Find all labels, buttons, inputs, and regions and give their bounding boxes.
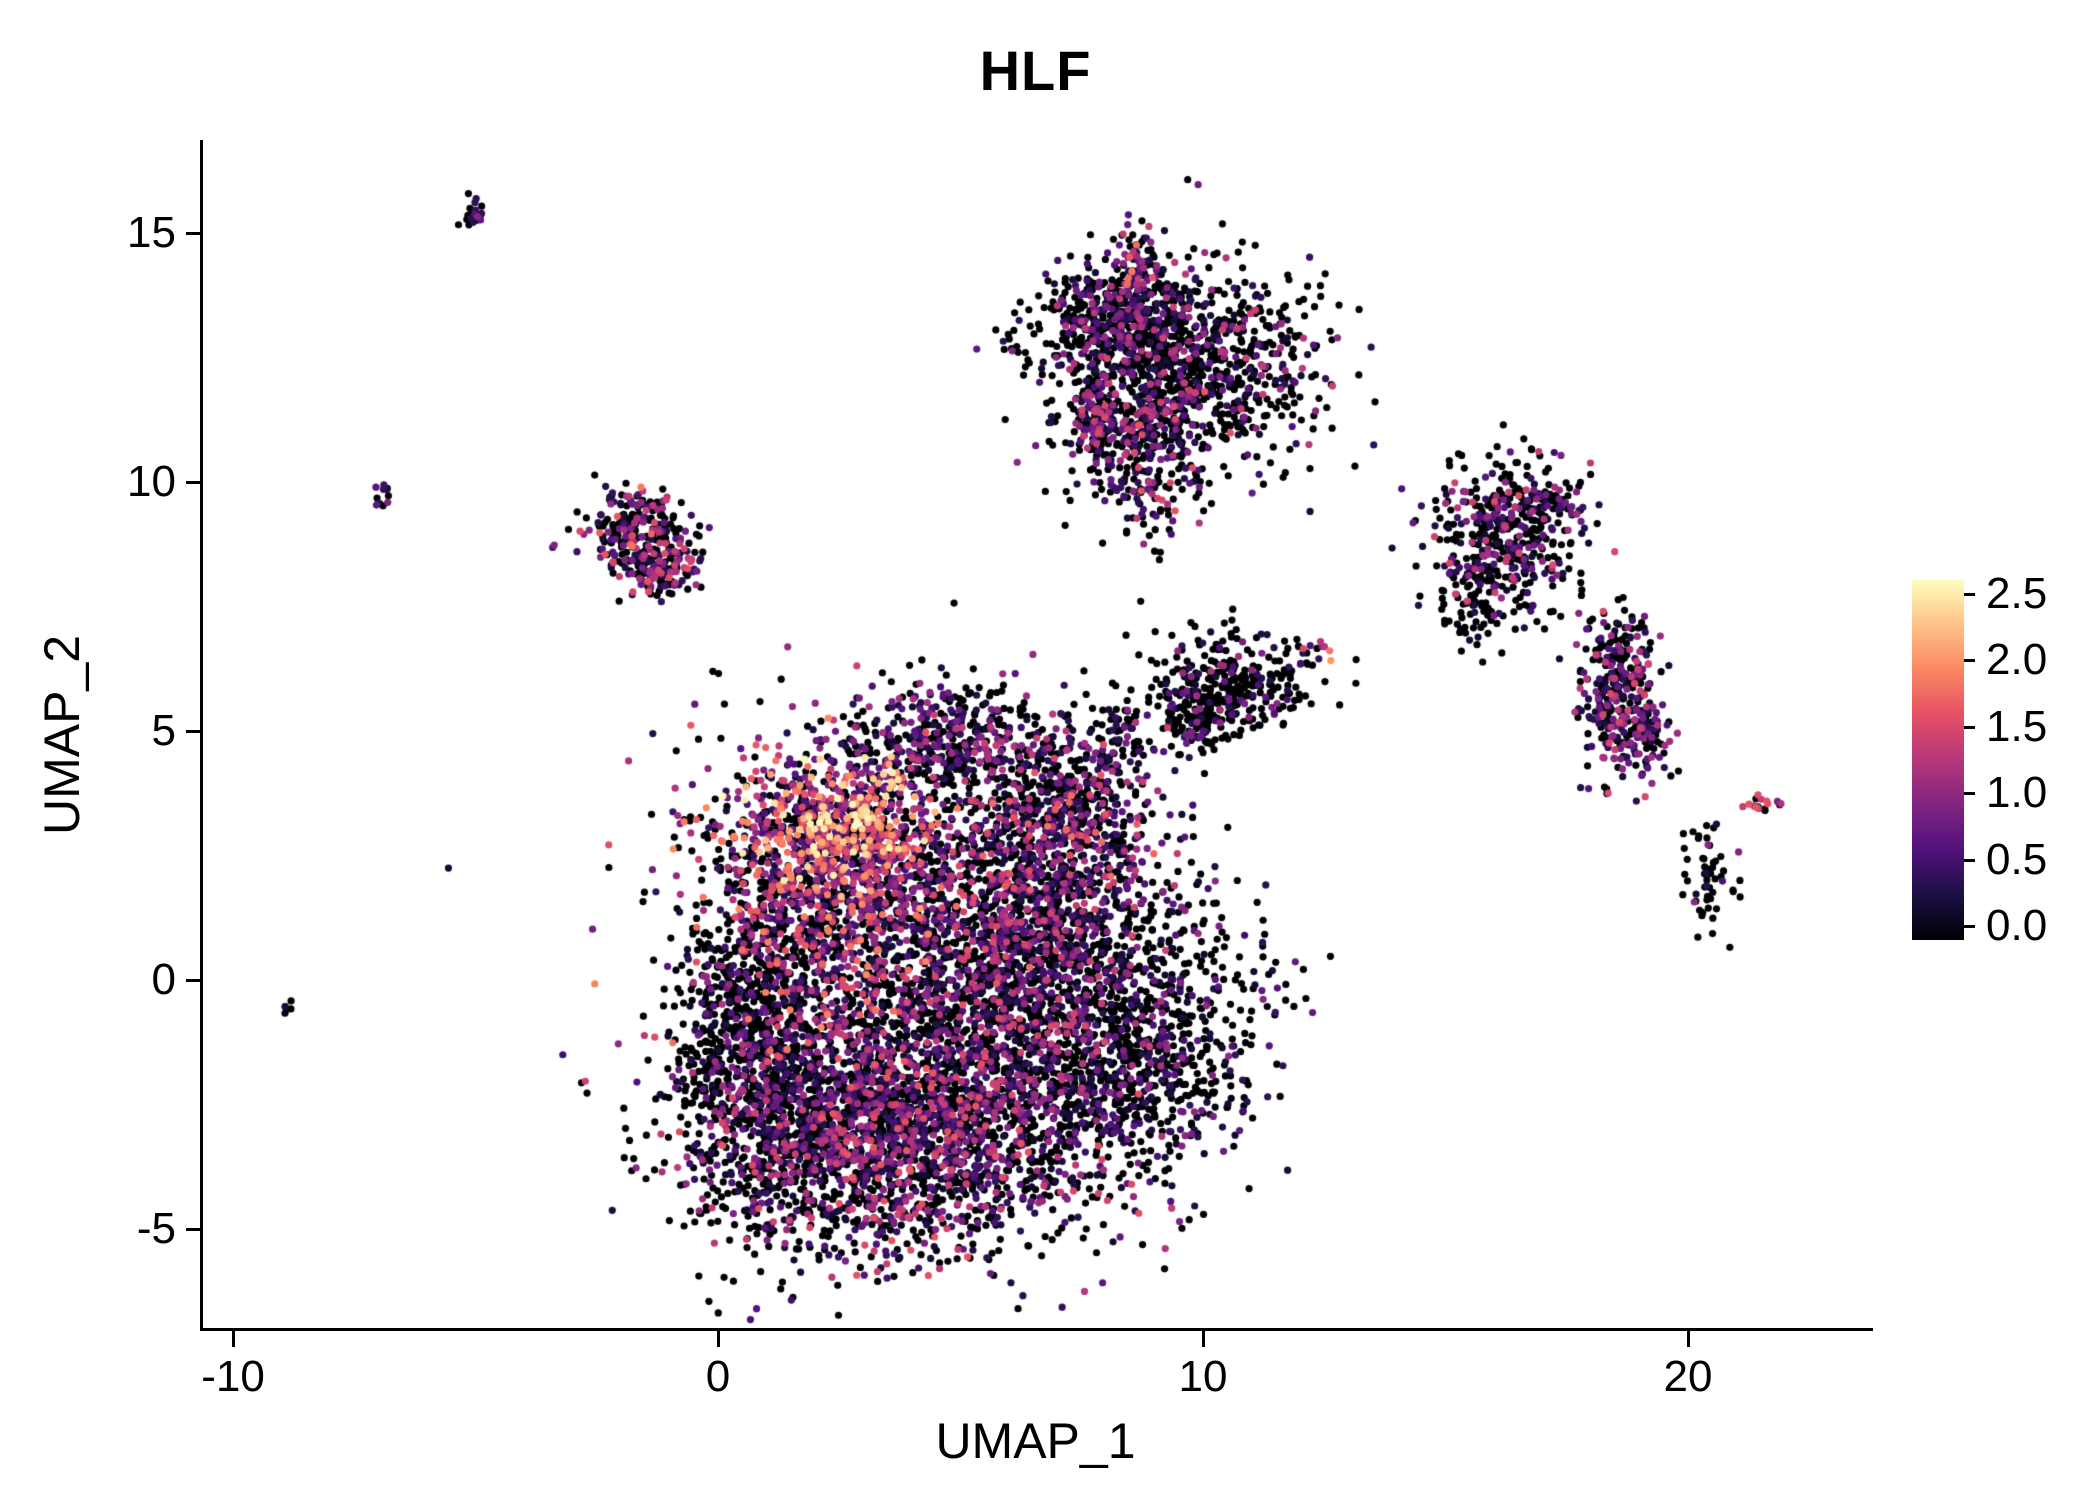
colorbar-label: 0.0 bbox=[1986, 901, 2048, 950]
x-axis-line bbox=[200, 1328, 1873, 1331]
y-tick-label: -5 bbox=[136, 1204, 176, 1253]
colorbar-tick bbox=[1964, 593, 1975, 596]
x-tick-mark bbox=[1687, 1331, 1690, 1347]
colorbar-label: 2.5 bbox=[1986, 569, 2048, 618]
colorbar-tick bbox=[1964, 859, 1975, 862]
x-axis-title: UMAP_1 bbox=[935, 1413, 1136, 1469]
x-tick-mark bbox=[1202, 1331, 1205, 1347]
x-tick-label: 10 bbox=[1178, 1352, 1228, 1401]
y-tick-mark bbox=[186, 730, 202, 733]
y-tick-label: 5 bbox=[151, 706, 176, 755]
colorbar-tick bbox=[1964, 659, 1975, 662]
x-tick-label: -10 bbox=[201, 1352, 265, 1401]
y-tick-mark bbox=[186, 481, 202, 484]
umap-scatter-canvas bbox=[203, 140, 1868, 1328]
y-tick-label: 15 bbox=[127, 208, 176, 257]
y-tick-label: 0 bbox=[151, 955, 176, 1004]
y-tick-label: 10 bbox=[127, 457, 176, 506]
colorbar-label: 1.5 bbox=[1986, 702, 2048, 751]
x-tick-label: 0 bbox=[705, 1352, 731, 1401]
y-tick-mark bbox=[186, 979, 202, 982]
y-tick-mark bbox=[186, 232, 202, 235]
x-tick-mark bbox=[717, 1331, 720, 1347]
chart-title: HLF bbox=[979, 39, 1092, 102]
y-axis-title: UMAP_2 bbox=[34, 634, 90, 836]
colorbar-label: 1.0 bbox=[1986, 768, 2048, 817]
colorbar-tick bbox=[1964, 925, 1975, 928]
colorbar-gradient bbox=[1912, 580, 1964, 940]
colorbar-label: 0.5 bbox=[1986, 835, 2048, 884]
colorbar-tick bbox=[1964, 792, 1975, 795]
y-tick-mark bbox=[186, 1228, 202, 1231]
y-axis-line bbox=[200, 140, 203, 1331]
colorbar-tick bbox=[1964, 726, 1975, 729]
colorbar-label: 2.0 bbox=[1986, 635, 2048, 684]
x-tick-label: 20 bbox=[1663, 1352, 1713, 1401]
x-tick-mark bbox=[232, 1331, 235, 1347]
